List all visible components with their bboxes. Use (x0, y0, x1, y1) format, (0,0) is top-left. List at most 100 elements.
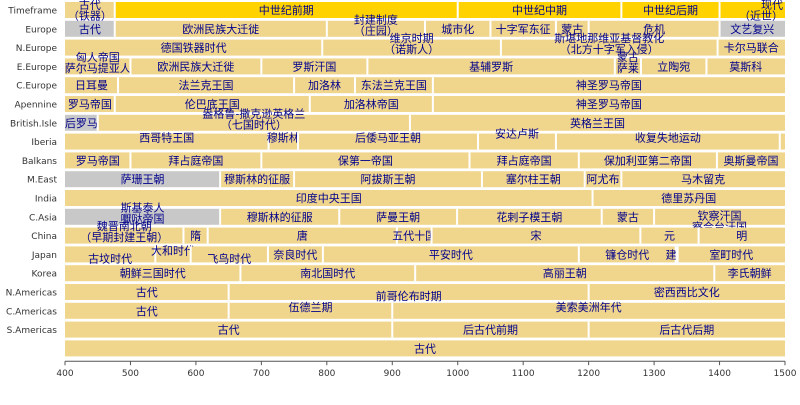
segment-label-line: 英格兰王国 (570, 116, 625, 130)
segment-label: 穆斯林的征服 (224, 172, 290, 186)
segment-label-line: 城市化 (441, 22, 474, 36)
segment-divider (424, 20, 426, 37)
timeline-segment (97, 114, 410, 131)
row-label: Apennine (14, 101, 57, 111)
timeline-segment (555, 133, 780, 150)
segment-label-line: 保第一帝国 (338, 153, 393, 167)
segment-label: 朝鲜三国时代 (120, 266, 186, 280)
timeline-segment (392, 302, 785, 319)
segment-label-line: 飞鸟时代 (207, 251, 251, 265)
segment-divider (577, 246, 580, 263)
segment-label-line: 美索美洲年代 (556, 300, 622, 314)
segment-label-line: 斯基泰人 (121, 200, 165, 214)
timeline-segment (261, 58, 368, 75)
segment-label-line: 十字军东征 (496, 22, 551, 36)
timeline-segment (190, 246, 268, 263)
timeline-segment (65, 96, 115, 112)
segment-divider (600, 208, 603, 225)
segment-label: 封建制度（庄园） (354, 12, 398, 37)
segment-label: 古坟时代 (88, 251, 132, 265)
timeline-segment (309, 96, 433, 112)
segment-divider (431, 77, 434, 94)
segment-label-line: 加洛林帝国 (344, 97, 399, 111)
segment-label-line: 室町时代 (709, 247, 753, 261)
timeline-segment (65, 227, 184, 244)
segment-label: 穆斯林的征服 (247, 210, 313, 224)
segment-label-line: 罗马帝国 (76, 153, 120, 167)
timeline-segment (65, 133, 269, 150)
segment-label-line: 阿拔斯王朝 (361, 172, 416, 186)
segment-divider (266, 246, 269, 263)
timeline-segment (431, 227, 641, 244)
segment-label-line: 印度中央王国 (296, 191, 362, 205)
timeline-segment (294, 77, 355, 94)
timeline-segment (322, 39, 501, 56)
segment-label: 中世纪后期 (643, 4, 698, 17)
timeline-segment (698, 227, 785, 244)
timeline-segment (65, 2, 115, 18)
segment-divider (639, 227, 642, 244)
segment-divider (408, 114, 411, 131)
timeline-segment (478, 133, 556, 150)
x-tick-label: 400 (56, 369, 73, 379)
timeline-segment (220, 208, 340, 225)
segment-label-line: 古代 (218, 324, 240, 337)
segment-divider (620, 2, 623, 18)
segment-label-line: 宋 (530, 229, 541, 243)
segment-divider (715, 152, 718, 169)
segment-label: 飞鸟时代 (207, 251, 251, 265)
segment-divider (219, 171, 222, 188)
segment-label-line: 花剌子模王朝 (496, 211, 562, 224)
segment-label: 花剌子模王朝 (496, 211, 562, 224)
segment-label-line: 穆斯林的征服 (224, 172, 290, 186)
segment-divider (267, 133, 270, 150)
segment-label-line: （早期封建王朝） (80, 230, 168, 244)
timeline-segment (588, 284, 785, 300)
segment-divider (113, 2, 116, 18)
timeline-segment (130, 152, 262, 169)
segment-label-line: 罗马帝国 (68, 97, 112, 111)
segment-label-line: 魏晋南北朝 (97, 219, 152, 233)
segment-label: 保加利亚第二帝国 (604, 153, 692, 167)
timeline-segment (578, 152, 717, 169)
segment-divider (189, 246, 192, 263)
timeline-segment (457, 2, 622, 18)
segment-label: 欧洲民族大迁徙 (182, 22, 259, 36)
timeline-segment (268, 133, 299, 150)
segment-divider (430, 227, 433, 244)
row-label: Iberia (31, 138, 57, 148)
x-tick-label: 600 (187, 369, 204, 379)
timeline-segment (415, 265, 715, 282)
segment-label-line: 阿尤布 (587, 173, 620, 186)
timeline-segment (409, 114, 785, 131)
timeline-segment (641, 58, 707, 75)
segment-label: 斯堪地那维亚基督教化（北方十字军入侵） (554, 31, 664, 56)
row-label: British.Isle (10, 119, 58, 129)
segment-label-line: 日耳曼 (75, 79, 108, 92)
segment-divider (587, 321, 590, 338)
segment-label-line: 中世纪前期 (259, 3, 314, 17)
segment-label: 南北国时代 (300, 267, 355, 280)
segment-divider (591, 190, 594, 206)
timeline-segment (555, 20, 589, 37)
segment-label: 法兰克王国 (179, 78, 234, 92)
segment-divider (718, 20, 721, 37)
segment-label-line: 安达卢斯 (495, 127, 539, 141)
segment-label: 伍德兰期 (288, 300, 332, 314)
segment-divider (219, 208, 222, 225)
segment-label-line: 后倭马亚王朝 (355, 132, 421, 145)
segment-divider (182, 227, 185, 244)
timeline-segment (432, 96, 785, 112)
segment-label: 后古代后期 (659, 324, 714, 337)
segment-divider (117, 77, 120, 94)
timeline-segment (425, 20, 491, 37)
segment-label: 中世纪前期 (259, 3, 314, 17)
segment-label-line: 后古代后期 (659, 324, 714, 337)
segment-divider (697, 227, 700, 244)
segment-label: 神圣罗马帝国 (576, 97, 642, 111)
row-label: Japan (31, 251, 57, 261)
segment-label-line: 大和时代 (151, 243, 195, 257)
segment-divider (239, 265, 242, 282)
segment-label: 神圣罗马帝国 (576, 78, 642, 92)
